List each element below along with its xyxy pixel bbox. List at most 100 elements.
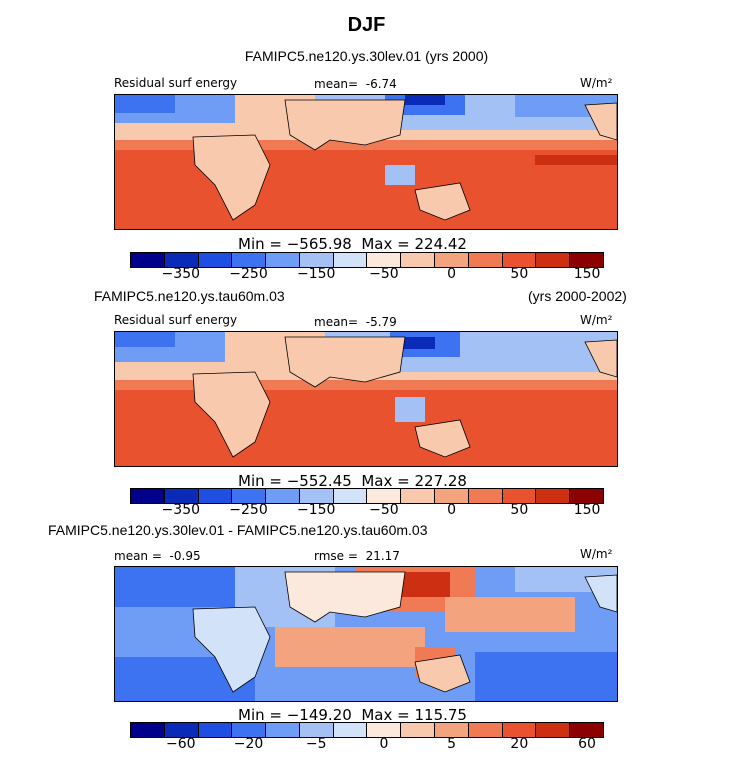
colorbar-tick-label: −50 <box>369 266 399 282</box>
panel3-units: W/m² <box>580 547 613 561</box>
colorbar-swatch <box>570 253 603 267</box>
panel1-minmax: Min = −565.98 Max = 224.42 <box>238 235 467 253</box>
panel3-rmse: rmse = 21.17 <box>314 549 400 563</box>
colorbar-swatch <box>333 253 368 267</box>
colorbar-tick-label: 50 <box>510 266 529 282</box>
colorbar-swatch <box>536 489 571 503</box>
colorbar-swatch <box>333 489 368 503</box>
colorbar-swatch <box>266 253 300 267</box>
colorbar-tick-label: −150 <box>296 502 336 518</box>
colorbar-tick-label: 150 <box>573 502 601 518</box>
panel3-rmse-label: rmse = <box>314 549 358 563</box>
colorbar-swatch <box>131 723 165 737</box>
panel1-colorbar <box>130 252 604 268</box>
colorbar-tick-label: 150 <box>573 266 601 282</box>
panel3-max: 115.75 <box>414 706 467 724</box>
panel3-rmse-value: 21.17 <box>365 549 400 563</box>
panel2-map <box>114 331 618 467</box>
colorbar-swatch <box>401 489 436 503</box>
colorbar-swatch <box>266 489 300 503</box>
panel1-units: W/m² <box>580 76 613 90</box>
panel1-field <box>115 95 617 229</box>
colorbar-tick-label: −250 <box>229 266 268 282</box>
colorbar-tick-label: 0 <box>379 736 389 752</box>
colorbar-swatch <box>468 253 503 267</box>
colorbar-swatch <box>502 489 537 503</box>
colorbar-tick-label: 0 <box>447 266 457 282</box>
panel1-mean-value: -6.74 <box>365 77 397 91</box>
panel2-minmax: Min = −552.45 Max = 227.28 <box>238 472 467 490</box>
colorbar-swatch <box>570 489 603 503</box>
panel1-mean: mean= -6.74 <box>314 77 397 91</box>
panel2-mean-value: -5.79 <box>365 315 397 329</box>
colorbar-swatch <box>266 723 300 737</box>
colorbar-tick-label: 20 <box>510 736 529 752</box>
colorbar-swatch <box>367 723 402 737</box>
panel1-min-label: Min = <box>238 235 282 253</box>
panel1-max-label: Max = <box>361 235 410 253</box>
panel2-field <box>115 332 617 466</box>
colorbar-tick-label: 5 <box>447 736 457 752</box>
panel2-min-label: Min = <box>238 472 282 490</box>
panel1-min: −565.98 <box>286 235 352 253</box>
colorbar-tick-label: −20 <box>233 736 264 752</box>
panel1-mean-label: mean= <box>314 77 359 91</box>
panel3-run: FAMIPC5.ne120.ys.30lev.01 - FAMIPC5.ne12… <box>48 522 428 538</box>
colorbar-swatch <box>232 489 267 503</box>
colorbar-swatch <box>367 489 402 503</box>
colorbar-swatch <box>164 253 199 267</box>
colorbar-swatch <box>536 723 571 737</box>
figure-title: DJF <box>347 14 386 36</box>
panel2-max: 227.28 <box>414 472 467 490</box>
colorbar-swatch <box>299 253 334 267</box>
colorbar-swatch <box>232 253 267 267</box>
colorbar-tick-label: −250 <box>229 502 268 518</box>
colorbar-swatch <box>468 489 503 503</box>
colorbar-swatch <box>164 723 199 737</box>
panel1-variable: Residual surf energy <box>114 76 238 90</box>
colorbar-swatch <box>198 723 233 737</box>
panel2-run: FAMIPC5.ne120.ys.tau60m.03 <box>94 288 285 304</box>
colorbar-tick-label: −5 <box>305 736 327 752</box>
panel1-colorbar-ticks: −350 −250 −150 −50 0 50 150 <box>130 266 604 284</box>
colorbar-tick-label: 50 <box>510 502 529 518</box>
colorbar-swatch <box>502 723 537 737</box>
colorbar-swatch <box>198 253 233 267</box>
panel2-min: −552.45 <box>286 472 352 490</box>
colorbar-swatch <box>401 723 436 737</box>
colorbar-swatch <box>468 723 503 737</box>
panel2-mean: mean= -5.79 <box>314 315 397 329</box>
panel1-subtitle: FAMIPC5.ne120.ys.30lev.01 (yrs 2000) <box>0 48 733 64</box>
colorbar-swatch <box>164 489 199 503</box>
colorbar-swatch <box>198 489 233 503</box>
colorbar-swatch <box>536 253 571 267</box>
panel1-years: (yrs 2000) <box>425 48 489 64</box>
colorbar-swatch <box>131 253 165 267</box>
panel2-max-label: Max = <box>361 472 410 490</box>
panel3-min: −149.20 <box>286 706 352 724</box>
colorbar-swatch <box>333 723 368 737</box>
panel3-max-label: Max = <box>361 706 410 724</box>
panel3-mean: mean = -0.95 <box>114 549 201 563</box>
panel1-run: FAMIPC5.ne120.ys.30lev.01 <box>244 48 422 64</box>
colorbar-swatch <box>299 723 334 737</box>
panel3-mean-value: -0.95 <box>169 549 201 563</box>
panel3-colorbar-ticks: −60 −20 −5 0 5 20 60 <box>130 736 604 754</box>
colorbar-swatch <box>435 723 469 737</box>
panel3-field <box>115 567 617 701</box>
panel3-colorbar <box>130 722 604 738</box>
panel2-colorbar-ticks: −350 −250 −150 −50 0 50 150 <box>130 502 604 520</box>
colorbar-swatch <box>131 489 165 503</box>
panel1-max: 224.42 <box>414 235 467 253</box>
colorbar-tick-label: −350 <box>161 502 201 518</box>
colorbar-tick-label: −150 <box>296 266 336 282</box>
panel2-mean-label: mean= <box>314 315 359 329</box>
colorbar-tick-label: −350 <box>161 266 201 282</box>
colorbar-tick-label: 60 <box>578 736 596 752</box>
colorbar-swatch <box>367 253 402 267</box>
colorbar-swatch <box>435 489 469 503</box>
panel2-units: W/m² <box>580 313 613 327</box>
colorbar-tick-label: −50 <box>369 502 399 518</box>
colorbar-tick-label: 0 <box>447 502 457 518</box>
colorbar-tick-label: −60 <box>166 736 196 752</box>
